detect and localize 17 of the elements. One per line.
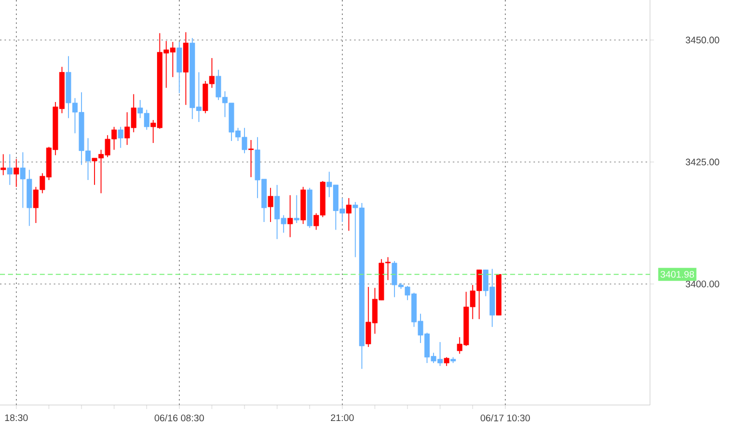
- x-tick-label: 06/17 10:30: [480, 414, 530, 422]
- candlestick: [294, 194, 300, 224]
- candlestick: [346, 198, 352, 232]
- candlestick: [248, 140, 254, 178]
- x-tick-label: 18:30: [5, 414, 28, 422]
- y-tick-label: 3450.00: [686, 36, 720, 44]
- x-tick-label: 06/16 08:30: [154, 414, 204, 422]
- candlestick: [7, 154, 12, 186]
- x-tick-label: 21:00: [330, 414, 354, 422]
- candlestick: [0, 154, 6, 176]
- ref-line-label: 3401.98: [660, 270, 694, 278]
- y-tick-label: 3425.00: [686, 158, 720, 166]
- candlestick: [14, 158, 19, 188]
- candlestick: [118, 126, 124, 148]
- candlestick: [287, 194, 293, 238]
- y-tick-label: 3400.00: [686, 280, 720, 288]
- candlestick: [268, 187, 274, 222]
